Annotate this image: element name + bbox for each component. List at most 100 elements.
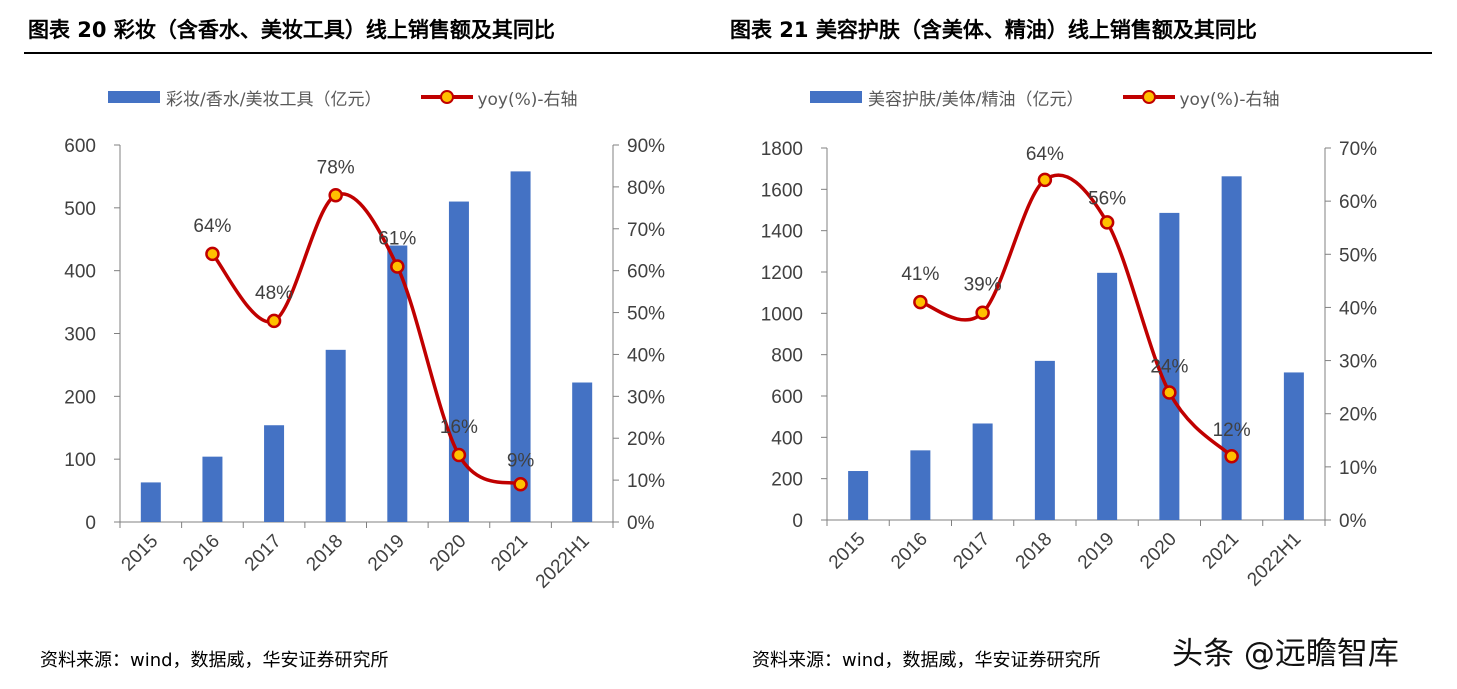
yoy-point	[1162, 385, 1177, 400]
legend-line-label: yoy(%)-右轴	[477, 89, 578, 110]
x-tick-label: 2020	[1136, 529, 1181, 574]
x-tick-label: 2022H1	[1243, 529, 1305, 591]
yoy-point	[266, 313, 282, 329]
y-tick-label-right: 60%	[1339, 192, 1377, 213]
legend-right: 美容护肤/美体/精油（亿元） yoy(%)-右轴	[810, 85, 1280, 110]
y-tick-label-left: 400	[771, 428, 803, 449]
yoy-data-label: 78%	[317, 157, 355, 178]
y-tick-label-right: 70%	[627, 220, 665, 241]
x-tick-label: 2017	[949, 529, 994, 574]
y-tick-label-left: 300	[64, 325, 96, 346]
x-tick-label: 2019	[1074, 529, 1119, 574]
y-tick-label-left: 1200	[761, 263, 803, 284]
bar	[510, 171, 531, 522]
yoy-data-label: 39%	[964, 275, 1002, 296]
y-tick-label-right: 0%	[627, 513, 655, 534]
y-tick-label-left: 0	[85, 513, 96, 534]
legend-bar-swatch	[108, 91, 160, 103]
y-tick-label-left: 500	[64, 199, 96, 220]
y-tick-label-left: 400	[64, 262, 96, 283]
legend-line-label: yoy(%)-右轴	[1179, 89, 1280, 110]
chart-title-left: 图表 20 彩妆（含香水、美妆工具）线上销售额及其同比	[28, 18, 555, 42]
y-tick-label-left: 1800	[761, 139, 803, 160]
legend-line-swatch	[1123, 85, 1176, 109]
y-tick-label-left: 200	[771, 470, 803, 491]
y-tick-label-left: 1000	[761, 304, 803, 325]
yoy-point	[205, 246, 220, 262]
yoy-data-label: 24%	[1150, 356, 1188, 377]
y-tick-label-right: 90%	[627, 136, 665, 157]
source-note-right: 资料来源：wind，数据威，华安证券研究所	[752, 650, 1101, 671]
yoy-point	[975, 305, 990, 320]
yoy-data-label: 64%	[193, 216, 231, 237]
x-tick-label: 2018	[1012, 529, 1057, 574]
y-tick-label-right: 10%	[627, 471, 665, 492]
y-tick-label-right: 70%	[1339, 139, 1377, 160]
legend-bar-label: 美容护肤/美体/精油（亿元）	[868, 89, 1084, 110]
yoy-data-label: 61%	[378, 228, 416, 249]
x-tick-label: 2020	[426, 531, 471, 576]
x-tick-label: 2018	[302, 531, 347, 576]
yoy-line	[919, 173, 1233, 458]
x-tick-label: 2017	[241, 531, 286, 576]
y-tick-label-right: 40%	[627, 345, 665, 366]
bar	[140, 482, 161, 522]
y-tick-label-left: 100	[64, 450, 96, 471]
legend-line-swatch	[421, 85, 474, 109]
x-tick-label: 2015	[118, 531, 163, 576]
yoy-point	[913, 294, 928, 310]
bar	[1221, 176, 1242, 520]
y-tick-label-right: 10%	[1339, 458, 1377, 479]
y-tick-label-left: 0	[792, 511, 803, 532]
bar	[910, 450, 931, 520]
bar	[1283, 372, 1304, 520]
bar	[848, 471, 869, 520]
bar	[387, 245, 408, 523]
x-tick-label: 2019	[364, 531, 409, 576]
x-tick-label: 2016	[887, 529, 932, 574]
y-tick-label-left: 200	[64, 387, 96, 408]
yoy-point	[513, 477, 528, 492]
bar	[448, 201, 469, 523]
y-tick-label-right: 60%	[627, 262, 665, 283]
bar	[264, 425, 285, 522]
yoy-data-label: 9%	[507, 450, 535, 471]
y-tick-label-right: 50%	[1339, 245, 1377, 266]
source-note-left: 资料来源：wind，数据威，华安证券研究所	[40, 650, 389, 671]
yoy-line	[211, 192, 522, 486]
bar	[202, 456, 223, 522]
bar	[1097, 272, 1118, 520]
yoy-data-label: 64%	[1026, 144, 1064, 165]
yoy-point	[1037, 172, 1053, 188]
yoy-data-label: 12%	[1213, 420, 1251, 441]
y-tick-label-right: 30%	[1339, 352, 1377, 373]
legend-left: 彩妆/香水/美妆工具（亿元） yoy(%)-右轴	[108, 85, 578, 110]
yoy-data-label: 16%	[440, 417, 478, 438]
x-tick-label: 2021	[1198, 529, 1243, 574]
legend-bar-swatch	[810, 91, 862, 103]
y-tick-label-left: 1600	[761, 180, 803, 201]
chart-title-right: 图表 21 美容护肤（含美体、精油）线上销售额及其同比	[730, 18, 1257, 42]
y-tick-label-right: 20%	[627, 429, 665, 450]
x-tick-label: 2022H1	[532, 531, 594, 593]
y-tick-label-right: 80%	[627, 178, 665, 199]
yoy-point	[1099, 215, 1115, 230]
yoy-data-label: 48%	[255, 283, 293, 304]
yoy-point	[328, 188, 343, 203]
yoy-data-label: 56%	[1088, 188, 1126, 209]
y-tick-label-left: 600	[64, 136, 96, 157]
legend-bar-label: 彩妆/香水/美妆工具（亿元）	[166, 89, 382, 110]
y-tick-label-right: 30%	[627, 387, 665, 408]
x-tick-label: 2016	[179, 531, 224, 576]
bar	[572, 382, 593, 522]
x-tick-label: 2015	[825, 529, 870, 574]
bar	[1034, 360, 1055, 520]
yoy-data-label: 41%	[901, 264, 939, 285]
y-tick-label-right: 0%	[1339, 511, 1367, 532]
y-tick-label-right: 50%	[627, 304, 665, 325]
watermark: 头条 @远瞻智库	[1172, 636, 1399, 672]
yoy-point	[451, 447, 467, 463]
y-tick-label-left: 800	[771, 346, 803, 367]
y-tick-label-left: 600	[771, 387, 803, 408]
